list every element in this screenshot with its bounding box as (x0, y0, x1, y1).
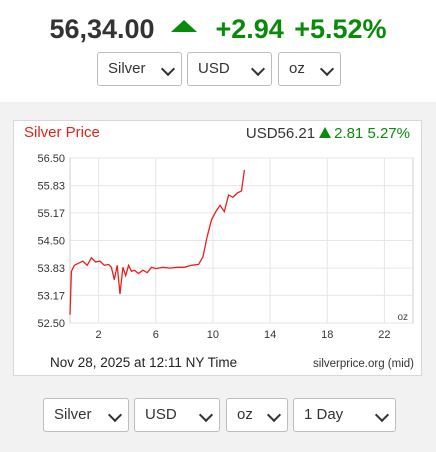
chart-title: Silver Price (24, 124, 100, 141)
chevron-down-icon (160, 61, 176, 77)
chart-change: 2.81 (334, 125, 364, 142)
chart-currency-select-value: USD (145, 406, 177, 423)
chart-container (13, 120, 422, 376)
chart-currency-select[interactable]: USD (134, 398, 220, 432)
chevron-down-icon (319, 61, 335, 77)
chevron-down-icon (198, 407, 214, 423)
chart-period-select-value: 1 Day (304, 406, 344, 423)
metal-select[interactable]: Silver (97, 52, 182, 86)
price-change: +2.94 (215, 14, 284, 44)
chart-price-summary: USD56.21 2.81 5.27% (246, 125, 410, 142)
price-ticker: 56,34.00 +2.94 +5.52% (0, 14, 436, 45)
unit-select-value: oz (289, 60, 305, 77)
chart-unit-select-value: oz (237, 406, 253, 423)
currency-select-value: USD (198, 60, 230, 77)
chevron-down-icon (250, 61, 266, 77)
price-change-percent: +5.52% (294, 14, 387, 44)
arrow-up-icon (171, 19, 197, 32)
chart-period-select[interactable]: 1 Day (293, 398, 396, 432)
metal-select-value: Silver (108, 60, 146, 77)
chart-change-percent: 5.27% (367, 125, 410, 142)
chart-price: USD56.21 (245, 125, 316, 142)
chevron-down-icon (266, 407, 282, 423)
chart-metal-select[interactable]: Silver (43, 398, 129, 432)
unit-select[interactable]: oz (278, 52, 341, 86)
currency-select[interactable]: USD (187, 52, 272, 86)
chart-metal-select-value: Silver (54, 406, 92, 423)
chevron-down-icon (374, 407, 390, 423)
current-price: 56,34.00 (49, 14, 155, 44)
chevron-down-icon (107, 407, 123, 423)
chart-unit-select[interactable]: oz (226, 398, 288, 432)
arrow-up-icon (319, 127, 332, 138)
